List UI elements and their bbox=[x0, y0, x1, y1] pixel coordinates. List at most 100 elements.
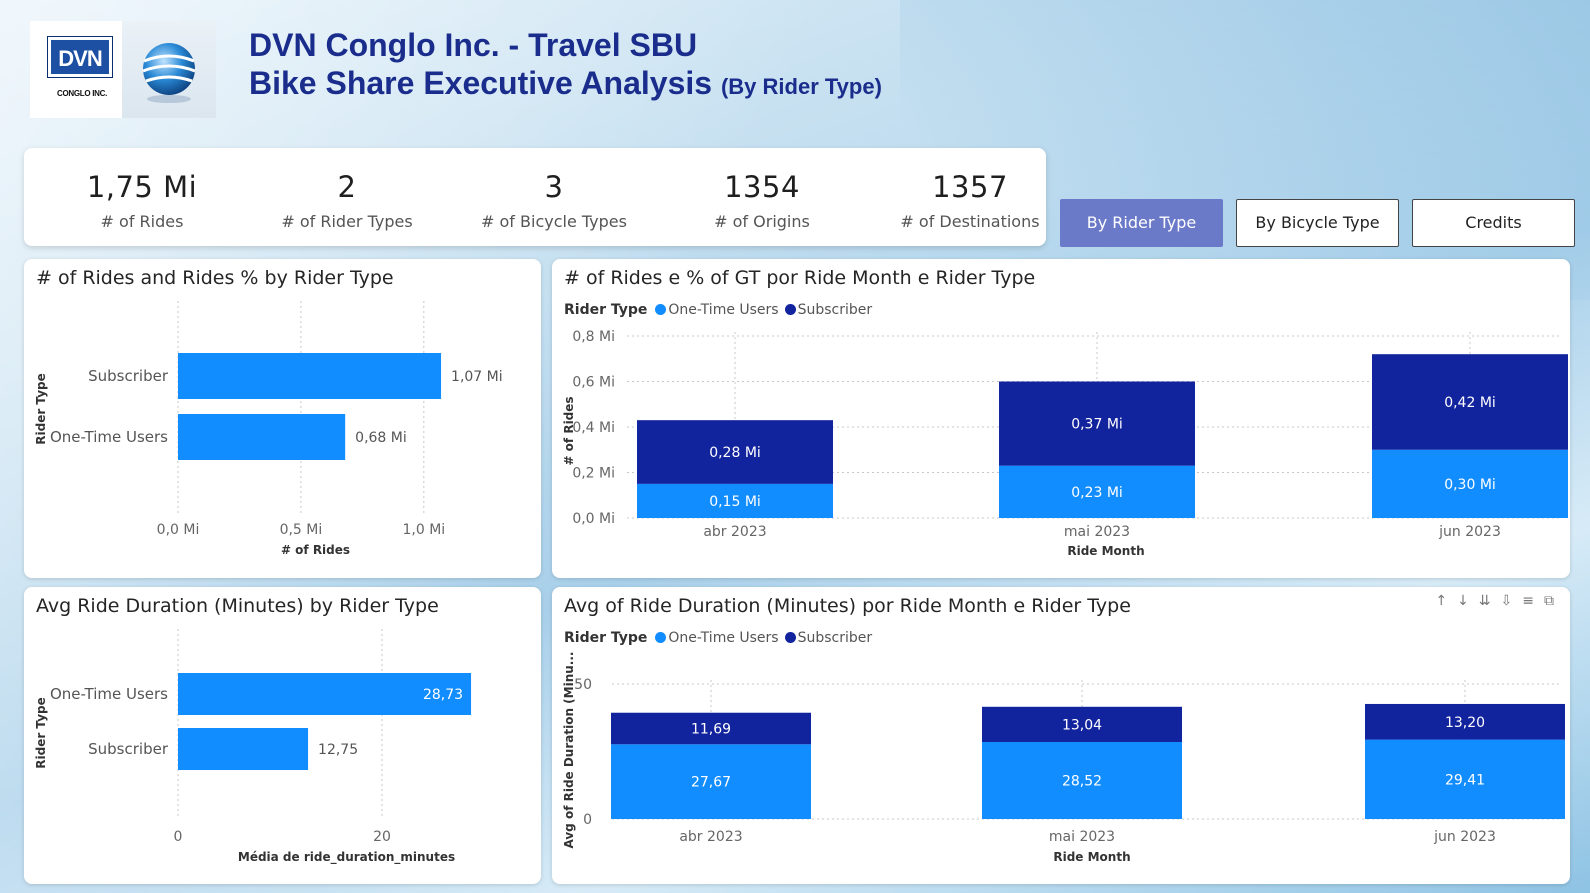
bar-segment bbox=[637, 483, 833, 518]
bar-segment bbox=[1372, 449, 1568, 518]
y-tick-label: 0,4 Mi bbox=[572, 420, 615, 436]
rides-by-month-panel[interactable]: # of Rides e % of GT por Ride Month e Ri… bbox=[552, 259, 1570, 578]
company-logo: DVN CONGLO INC. bbox=[30, 21, 216, 118]
title-line-2-main: Bike Share Executive Analysis bbox=[249, 65, 713, 101]
kpi-label: # of Bicycle Types bbox=[481, 212, 627, 231]
kpi-value: 1,75 Mi bbox=[86, 170, 198, 204]
x-tick-label: 20 bbox=[373, 829, 391, 845]
report-title: DVN Conglo Inc. - Travel SBU Bike Share … bbox=[249, 26, 882, 106]
data-label: 29,41 bbox=[1445, 772, 1485, 788]
nav-by-rider-type-button[interactable]: By Rider Type bbox=[1060, 199, 1223, 247]
kpi-label: # of Destinations bbox=[900, 212, 1040, 231]
data-label: 12,75 bbox=[318, 742, 358, 758]
legend-dot-subscriber bbox=[784, 304, 796, 315]
legend-subscriber: Subscriber bbox=[797, 302, 873, 318]
kpi-card: 1,75 Mi # of Rides 2 # of Rider Types 3 … bbox=[24, 148, 1046, 246]
kpi-destinations: 1357 # of Destinations bbox=[870, 148, 1070, 231]
data-label: 1,07 Mi bbox=[451, 369, 503, 385]
data-label: 0,37 Mi bbox=[1071, 417, 1123, 433]
nav-by-bicycle-type-button[interactable]: By Bicycle Type bbox=[1236, 199, 1399, 247]
category-label: mai 2023 bbox=[1064, 524, 1130, 540]
data-label: 0,28 Mi bbox=[709, 445, 761, 461]
category-label: Subscriber bbox=[88, 367, 169, 385]
kpi-rider-types: 2 # of Rider Types bbox=[247, 148, 447, 231]
bar-segment bbox=[982, 741, 1182, 819]
avg-by-type-chart: 0 20 One-Time Users 28,73 Subscriber 12,75 Méd… bbox=[34, 629, 472, 865]
legend-one-time: One-Time Users bbox=[668, 630, 779, 646]
category-label: One-Time Users bbox=[50, 685, 168, 703]
x-tick-label: 1,0 Mi bbox=[402, 522, 445, 538]
legend-title: Rider Type bbox=[564, 302, 648, 318]
kpi-value: 3 bbox=[544, 170, 564, 204]
panel-title: # of Rides e % of GT por Ride Month e Ri… bbox=[564, 267, 1036, 289]
nav-credits-button[interactable]: Credits bbox=[1412, 199, 1575, 247]
x-axis-title: Média de ride_duration_minutes bbox=[238, 850, 455, 865]
sort-up-icon[interactable]: ↑ bbox=[1435, 593, 1458, 609]
y-axis-title: # of Rides bbox=[562, 396, 576, 465]
bar-segment bbox=[999, 381, 1195, 466]
panel-title: Avg of Ride Duration (Minutes) por Ride … bbox=[564, 595, 1131, 617]
data-label: 0,15 Mi bbox=[709, 494, 761, 510]
y-tick-label: 0,0 Mi bbox=[572, 511, 615, 527]
legend-dot-subscriber bbox=[784, 632, 796, 643]
bar bbox=[178, 353, 442, 399]
bar-segment bbox=[1365, 739, 1565, 819]
bar bbox=[178, 673, 472, 715]
dvn-logo-mark: DVN bbox=[47, 36, 113, 78]
data-label: 11,69 bbox=[691, 722, 731, 738]
legend-one-time: One-Time Users bbox=[668, 302, 779, 318]
category-label: jun 2023 bbox=[1433, 829, 1496, 845]
x-axis-title: # of Rides bbox=[281, 543, 350, 557]
y-tick-label: 0,8 Mi bbox=[572, 329, 615, 345]
kpi-value: 2 bbox=[337, 170, 357, 204]
legend-title: Rider Type bbox=[564, 630, 648, 646]
category-label: Subscriber bbox=[88, 740, 169, 758]
bar bbox=[178, 414, 346, 460]
data-label: 13,04 bbox=[1062, 717, 1102, 733]
y-tick-label: 0,6 Mi bbox=[572, 375, 615, 391]
bar-segment bbox=[637, 420, 833, 484]
data-label: 0,23 Mi bbox=[1071, 485, 1123, 501]
kpi-origins: 1354 # of Origins bbox=[662, 148, 862, 231]
panel-title: # of Rides and Rides % by Rider Type bbox=[36, 267, 394, 289]
bar-segment bbox=[1365, 703, 1565, 740]
title-line-1: DVN Conglo Inc. - Travel SBU bbox=[249, 27, 698, 63]
expand-hierarchy-icon[interactable]: ⇩ bbox=[1500, 593, 1523, 609]
y-axis-title: Rider Type bbox=[34, 697, 48, 769]
data-label: 27,67 bbox=[691, 775, 731, 791]
data-label: 0,42 Mi bbox=[1444, 395, 1496, 411]
bar-segment bbox=[999, 465, 1195, 518]
avg-duration-by-month-panel[interactable]: Avg of Ride Duration (Minutes) por Ride … bbox=[552, 587, 1570, 884]
bar bbox=[178, 728, 309, 770]
legend-dot-one-time bbox=[655, 304, 667, 315]
category-label: mai 2023 bbox=[1049, 829, 1115, 845]
kpi-bicycle-types: 3 # of Bicycle Types bbox=[454, 148, 654, 231]
rides-by-type-chart: 0,0 Mi 0,5 Mi 1,0 Mi Subscriber 1,07 Mi One-T… bbox=[34, 301, 503, 557]
logo-subtext: CONGLO INC. bbox=[56, 89, 108, 98]
visual-toolbar: ↑↓⇊⇩≡⧉ bbox=[1435, 593, 1564, 609]
bar-segment bbox=[611, 744, 811, 819]
data-label: 28,52 bbox=[1062, 773, 1102, 789]
sort-down-icon[interactable]: ↓ bbox=[1457, 593, 1479, 609]
data-label: 0,30 Mi bbox=[1444, 477, 1496, 493]
kpi-label: # of Rider Types bbox=[281, 212, 413, 231]
kpi-value: 1357 bbox=[932, 170, 1008, 204]
bar-segment bbox=[1372, 354, 1568, 450]
rides-by-rider-type-panel[interactable]: # of Rides and Rides % by Rider Type 0,0… bbox=[24, 259, 541, 578]
kpi-label: # of Rides bbox=[100, 212, 184, 231]
drill-down-icon[interactable]: ⇊ bbox=[1478, 593, 1501, 609]
category-label: One-Time Users bbox=[50, 428, 168, 446]
filter-icon[interactable]: ≡ bbox=[1522, 593, 1544, 609]
y-tick-label: 50 bbox=[574, 677, 592, 693]
category-label: abr 2023 bbox=[679, 829, 742, 845]
x-tick-label: 0 bbox=[174, 829, 183, 845]
avg-duration-by-type-panel[interactable]: Avg Ride Duration (Minutes) by Rider Typ… bbox=[24, 587, 541, 884]
globe-icon bbox=[142, 43, 196, 103]
focus-mode-icon[interactable]: ⧉ bbox=[1544, 593, 1564, 609]
x-tick-label: 0,5 Mi bbox=[280, 522, 323, 538]
panel-title: Avg Ride Duration (Minutes) by Rider Typ… bbox=[36, 595, 439, 617]
data-label: 0,68 Mi bbox=[355, 430, 407, 446]
globe-logo bbox=[122, 21, 216, 118]
bar-segment bbox=[982, 706, 1182, 742]
legend-subscriber: Subscriber bbox=[797, 630, 873, 646]
